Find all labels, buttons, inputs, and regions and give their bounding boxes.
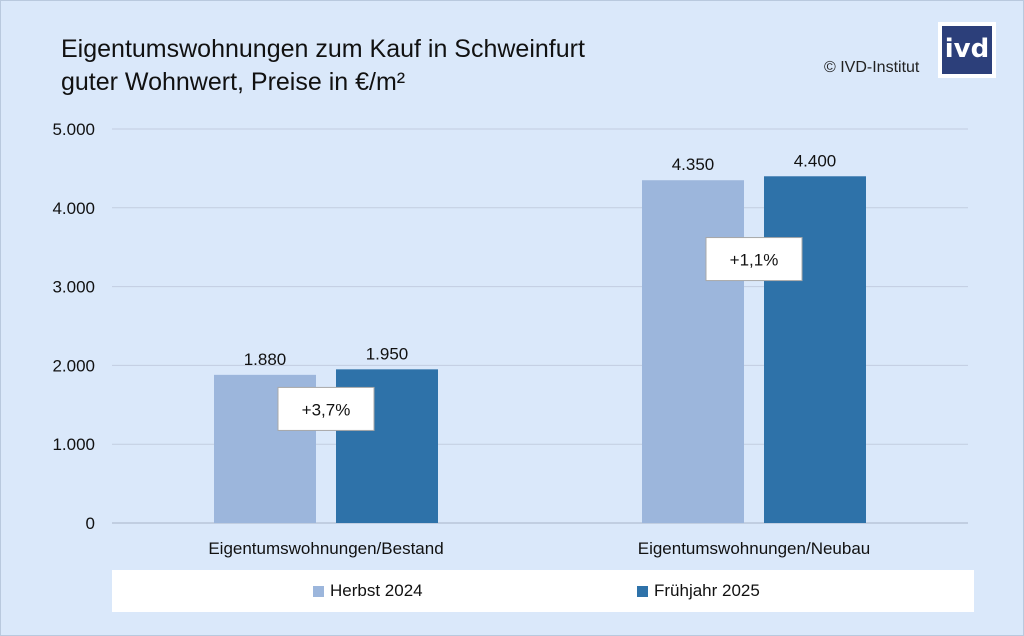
bar-fruehjahr	[764, 176, 866, 523]
legend-swatch-herbst	[313, 585, 324, 597]
legend-label-fruehjahr: Frühjahr 2025	[654, 581, 760, 600]
data-label: 1.950	[366, 344, 409, 363]
legend-label-herbst: Herbst 2024	[330, 581, 423, 600]
change-annotation: +3,7%	[302, 400, 351, 419]
change-annotation: +1,1%	[730, 251, 779, 270]
legend: Herbst 2024 Frühjahr 2025	[112, 570, 974, 612]
legend-swatch-fruehjahr	[637, 585, 648, 597]
legend-item-herbst: Herbst 2024	[313, 581, 423, 601]
y-tick-label: 1.000	[52, 435, 95, 454]
y-tick-label: 5.000	[52, 120, 95, 139]
y-tick-label: 3.000	[52, 278, 95, 297]
ivd-logo-text: ivd	[942, 26, 992, 74]
ivd-logo: ivd	[938, 22, 996, 78]
y-tick-label: 4.000	[52, 199, 95, 218]
y-tick-label: 2.000	[52, 356, 95, 375]
chart-title-line-2: guter Wohnwert, Preise in €/m²	[61, 68, 406, 96]
chart-title-line-1: Eigentumswohnungen zum Kauf in Schweinfu…	[61, 35, 585, 63]
bar-herbst	[642, 180, 744, 523]
x-tick-label: Eigentumswohnungen/Neubau	[638, 539, 871, 558]
data-label: 4.350	[672, 155, 715, 174]
data-label: 1.880	[244, 350, 287, 369]
legend-item-fruehjahr: Frühjahr 2025	[637, 581, 760, 601]
data-label: 4.400	[794, 151, 837, 170]
change-annotation-box	[277, 386, 375, 431]
x-tick-label: Eigentumswohnungen/Bestand	[208, 539, 443, 558]
copyright-text: © IVD-Institut	[824, 59, 920, 76]
change-annotation-box	[705, 237, 803, 282]
y-tick-label: 0	[86, 514, 95, 533]
